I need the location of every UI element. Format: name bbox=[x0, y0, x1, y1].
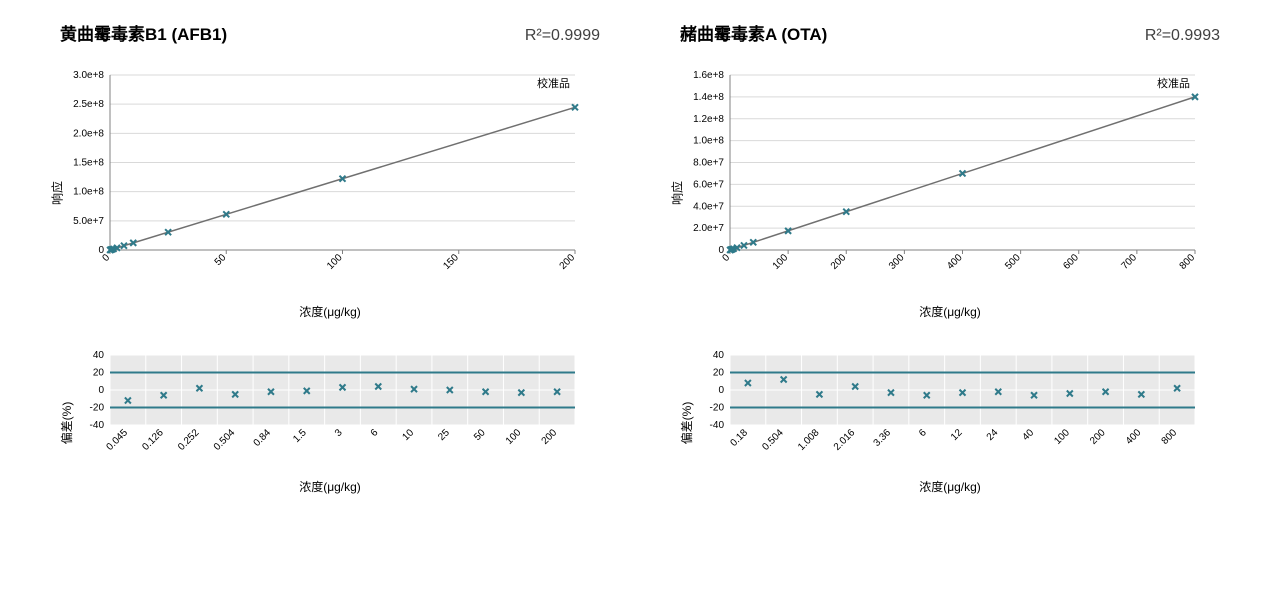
svg-text:100: 100 bbox=[504, 427, 524, 447]
y-axis-label: 偏差(%) bbox=[58, 401, 75, 444]
svg-text:100: 100 bbox=[771, 252, 791, 272]
svg-text:200: 200 bbox=[829, 252, 849, 272]
svg-text:6: 6 bbox=[917, 427, 929, 439]
panel-1: 赭曲霉毒素A (OTA) R²=0.9993 响应 0 2.0e+7 4.0e+7 6.0e… bbox=[670, 20, 1230, 495]
svg-text:1.5: 1.5 bbox=[291, 427, 309, 445]
svg-text:0.252: 0.252 bbox=[176, 427, 202, 453]
svg-text:6: 6 bbox=[369, 427, 381, 439]
svg-text:150: 150 bbox=[441, 252, 461, 272]
svg-text:200: 200 bbox=[558, 252, 578, 272]
y-axis-label: 偏差(%) bbox=[678, 401, 695, 444]
svg-text:700: 700 bbox=[1119, 252, 1139, 272]
svg-text:0.126: 0.126 bbox=[140, 427, 166, 453]
svg-text:1.5e+8: 1.5e+8 bbox=[73, 158, 104, 169]
svg-text:400: 400 bbox=[1124, 427, 1144, 447]
y-axis-label: 响应 bbox=[669, 180, 686, 204]
panel-title: 黄曲霉毒素B1 (AFB1) bbox=[60, 20, 227, 45]
svg-text:40: 40 bbox=[93, 350, 105, 361]
svg-text:20: 20 bbox=[93, 368, 105, 379]
svg-text:3: 3 bbox=[333, 427, 345, 439]
x-axis-label: 浓度(μg/kg) bbox=[670, 478, 1230, 495]
svg-text:8.0e+7: 8.0e+7 bbox=[693, 158, 724, 169]
svg-text:1.6e+8: 1.6e+8 bbox=[693, 70, 724, 81]
svg-text:500: 500 bbox=[1003, 252, 1023, 272]
svg-text:3.36: 3.36 bbox=[872, 427, 894, 449]
svg-text:校准品: 校准品 bbox=[537, 76, 570, 90]
panel-header: 黄曲霉毒素B1 (AFB1) R²=0.9999 bbox=[50, 20, 610, 45]
panel-r2: R²=0.9999 bbox=[525, 27, 600, 45]
svg-text:0.504: 0.504 bbox=[760, 427, 786, 453]
svg-text:10: 10 bbox=[401, 427, 417, 443]
panel-title: 赭曲霉毒素A (OTA) bbox=[680, 20, 827, 45]
svg-text:100: 100 bbox=[325, 252, 345, 272]
svg-text:2.0e+8: 2.0e+8 bbox=[73, 128, 104, 139]
svg-text:1.4e+8: 1.4e+8 bbox=[693, 92, 724, 103]
svg-text:3.0e+8: 3.0e+8 bbox=[73, 70, 104, 81]
svg-text:300: 300 bbox=[887, 252, 907, 272]
panel-r2: R²=0.9993 bbox=[1145, 27, 1220, 45]
calibration-chart: 响应05.0e+71.0e+81.5e+82.0e+82.5e+83.0e+80… bbox=[50, 65, 610, 320]
svg-text:50: 50 bbox=[213, 252, 229, 268]
svg-text:40: 40 bbox=[1021, 427, 1037, 443]
svg-text:100: 100 bbox=[1052, 427, 1072, 447]
svg-text:0.045: 0.045 bbox=[105, 427, 131, 453]
svg-text:5.0e+7: 5.0e+7 bbox=[73, 216, 104, 227]
svg-text:200: 200 bbox=[1088, 427, 1108, 447]
svg-text:0: 0 bbox=[720, 252, 732, 264]
svg-text:-20: -20 bbox=[90, 403, 105, 414]
svg-text:1.2e+8: 1.2e+8 bbox=[693, 114, 724, 125]
svg-text:1.0e+8: 1.0e+8 bbox=[73, 187, 104, 198]
svg-text:-40: -40 bbox=[90, 420, 105, 431]
svg-text:400: 400 bbox=[945, 252, 965, 272]
svg-text:1.0e+8: 1.0e+8 bbox=[693, 136, 724, 147]
svg-text:800: 800 bbox=[1160, 427, 1180, 447]
svg-text:0: 0 bbox=[100, 252, 112, 264]
y-axis-label: 响应 bbox=[49, 180, 66, 204]
svg-text:2.5e+8: 2.5e+8 bbox=[73, 99, 104, 110]
x-axis-label: 浓度(μg/kg) bbox=[50, 478, 610, 495]
svg-text:4.0e+7: 4.0e+7 bbox=[693, 201, 724, 212]
svg-text:0.84: 0.84 bbox=[252, 427, 274, 449]
svg-text:2.0e+7: 2.0e+7 bbox=[693, 223, 724, 234]
svg-text:600: 600 bbox=[1061, 252, 1081, 272]
svg-text:2.016: 2.016 bbox=[832, 427, 858, 453]
panel-0: 黄曲霉毒素B1 (AFB1) R²=0.9999 响应 0 5.0e+7 1.0e+8 1.… bbox=[50, 20, 610, 495]
panel-header: 赭曲霉毒素A (OTA) R²=0.9993 bbox=[670, 20, 1230, 45]
svg-text:0.504: 0.504 bbox=[212, 427, 238, 453]
calibration-chart: 响应 0 2.0e+7 4.0e+7 6.0e+7 8.0e+7 1.0e+8 1.2e+8 1… bbox=[670, 65, 1230, 320]
svg-text:50: 50 bbox=[472, 427, 488, 443]
svg-text:200: 200 bbox=[540, 427, 560, 447]
x-axis-label: 浓度(μg/kg) bbox=[50, 303, 610, 320]
svg-text:0: 0 bbox=[98, 385, 104, 396]
svg-text:-20: -20 bbox=[710, 403, 725, 414]
svg-text:-40: -40 bbox=[710, 420, 725, 431]
svg-text:24: 24 bbox=[985, 427, 1001, 443]
svg-text:40: 40 bbox=[713, 350, 725, 361]
svg-text:校准品: 校准品 bbox=[1157, 76, 1190, 90]
svg-text:12: 12 bbox=[949, 427, 965, 443]
svg-text:20: 20 bbox=[713, 368, 725, 379]
x-axis-label: 浓度(μg/kg) bbox=[670, 303, 1230, 320]
svg-text:6.0e+7: 6.0e+7 bbox=[693, 179, 724, 190]
residual-chart: 偏差(%) -40 -20 0 20 40 0.18 0.504 1.008 2.016 3.36 6… bbox=[670, 350, 1230, 495]
svg-text:25: 25 bbox=[436, 427, 452, 443]
svg-text:0.18: 0.18 bbox=[728, 427, 750, 449]
svg-text:0: 0 bbox=[718, 385, 724, 396]
svg-text:800: 800 bbox=[1178, 252, 1198, 272]
residual-chart: 偏差(%) -40 -20 0 20 40 0.045 0.126 0.252 0.504 0.84… bbox=[50, 350, 610, 495]
svg-text:1.008: 1.008 bbox=[796, 427, 822, 453]
